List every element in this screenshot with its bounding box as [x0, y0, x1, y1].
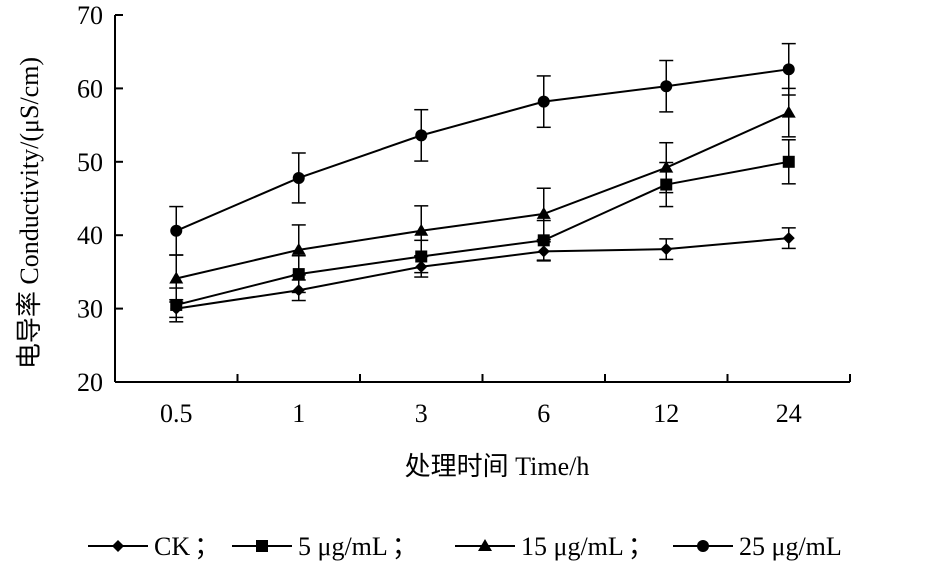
series-line [176, 237, 789, 310]
y-tick-label: 40 [77, 221, 103, 250]
axes [114, 15, 850, 383]
legend: CK； 5 μg/mL； 15 μg/mL； 25 μg/mL [88, 532, 842, 561]
triangle-marker [291, 242, 306, 255]
circle-marker [415, 129, 428, 142]
plot-area [169, 42, 796, 323]
square-marker [256, 540, 268, 552]
legend-separator: ； [194, 532, 220, 561]
x-tick-label: 3 [415, 399, 428, 428]
circle-marker [782, 63, 795, 76]
series-ck [169, 227, 796, 319]
x-tick-label: 12 [653, 399, 679, 428]
series-15-g-ml [169, 87, 796, 303]
y-tick-label: 30 [77, 295, 103, 324]
circle-marker [697, 540, 709, 552]
x-tick-label: 0.5 [160, 399, 193, 428]
x-tick-label: 1 [292, 399, 305, 428]
circle-marker [537, 95, 550, 108]
triangle-marker [536, 206, 551, 219]
triangle-marker [781, 105, 796, 118]
circle-marker [660, 80, 673, 93]
x-axis-title: 处理时间 Time/h [405, 452, 590, 481]
legend-label: 15 μg/mL [521, 532, 624, 561]
series-line [175, 68, 789, 232]
y-tick-label: 50 [77, 148, 103, 177]
legend-separator: ； [628, 532, 654, 561]
y-tick-label: 20 [77, 368, 103, 397]
series-line [176, 160, 789, 306]
series-25-g-ml [169, 42, 796, 256]
triangle-marker [414, 223, 429, 236]
legend-separator: ； [392, 532, 418, 561]
diamond-marker [112, 540, 124, 552]
y-tick-label: 70 [77, 1, 103, 30]
circle-marker [292, 171, 305, 184]
legend-label: CK [154, 532, 190, 561]
legend-label: 5 μg/mL [298, 532, 388, 561]
legend-entry: 25 μg/mL [673, 532, 842, 561]
legend-entry: CK； [88, 532, 220, 561]
legend-label: 25 μg/mL [739, 532, 842, 561]
y-ticks: 20 30 40 50 60 70 [77, 1, 123, 397]
circle-marker [170, 224, 183, 237]
legend-entry: 15 μg/mL； [455, 532, 654, 561]
triangle-marker [478, 539, 492, 551]
diamond-marker [660, 243, 673, 256]
series-5-g-ml [169, 139, 796, 323]
x-tick-label: 6 [537, 399, 550, 428]
x-ticks: 0.5 1 3 6 12 24 [160, 374, 851, 428]
square-marker [782, 155, 795, 168]
triangle-marker [169, 271, 184, 284]
diamond-marker [782, 232, 795, 245]
series-line [176, 111, 790, 280]
x-tick-label: 24 [776, 399, 802, 428]
triangle-marker [659, 160, 674, 173]
legend-entry: 5 μg/mL； [232, 532, 418, 561]
y-axis-title: 电导率 Conductivity/(μS/cm) [15, 57, 44, 369]
y-tick-label: 60 [77, 74, 103, 103]
